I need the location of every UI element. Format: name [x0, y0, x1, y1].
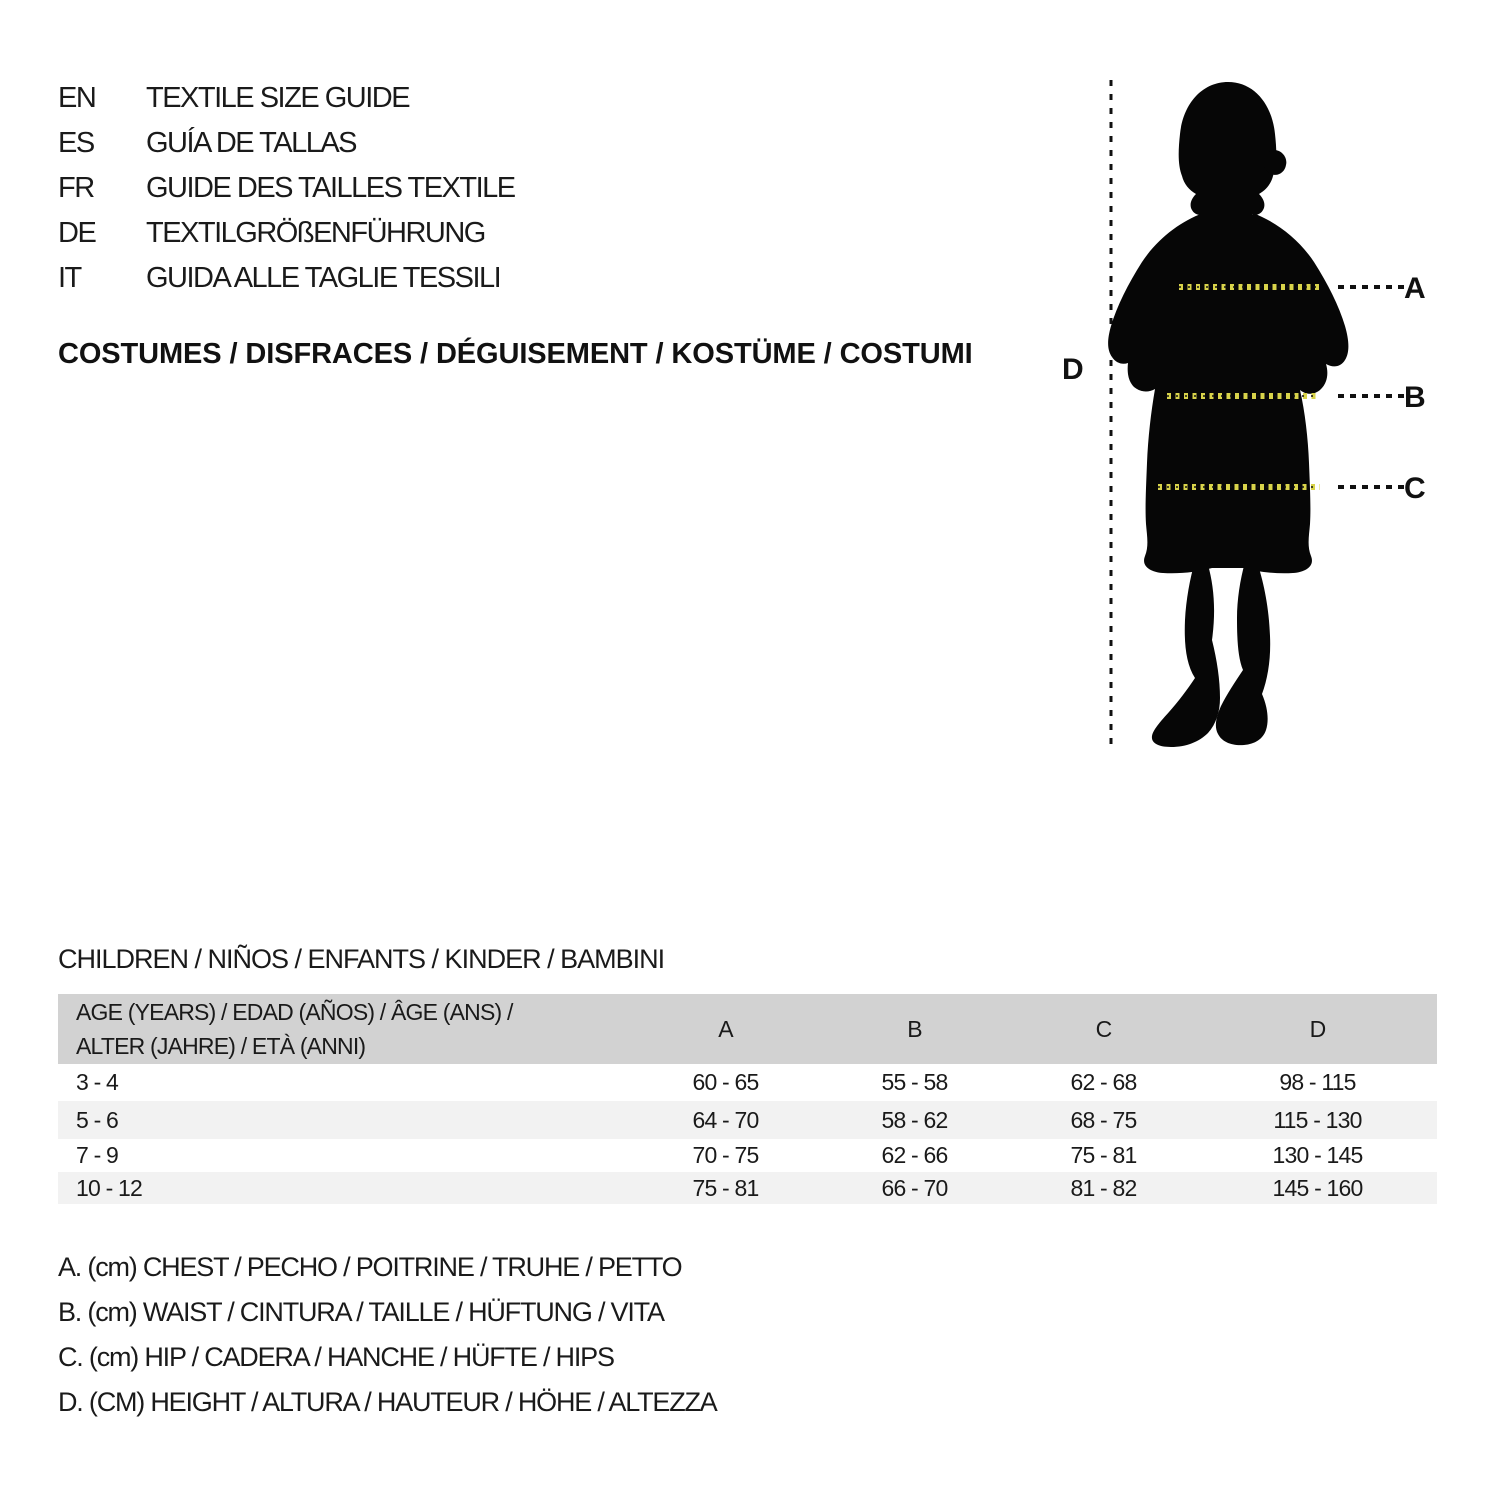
svg-text:A: A	[1404, 272, 1426, 305]
svg-text:C: C	[1404, 472, 1426, 505]
svg-text:B: B	[1404, 381, 1426, 414]
svg-text:D: D	[1062, 353, 1084, 386]
